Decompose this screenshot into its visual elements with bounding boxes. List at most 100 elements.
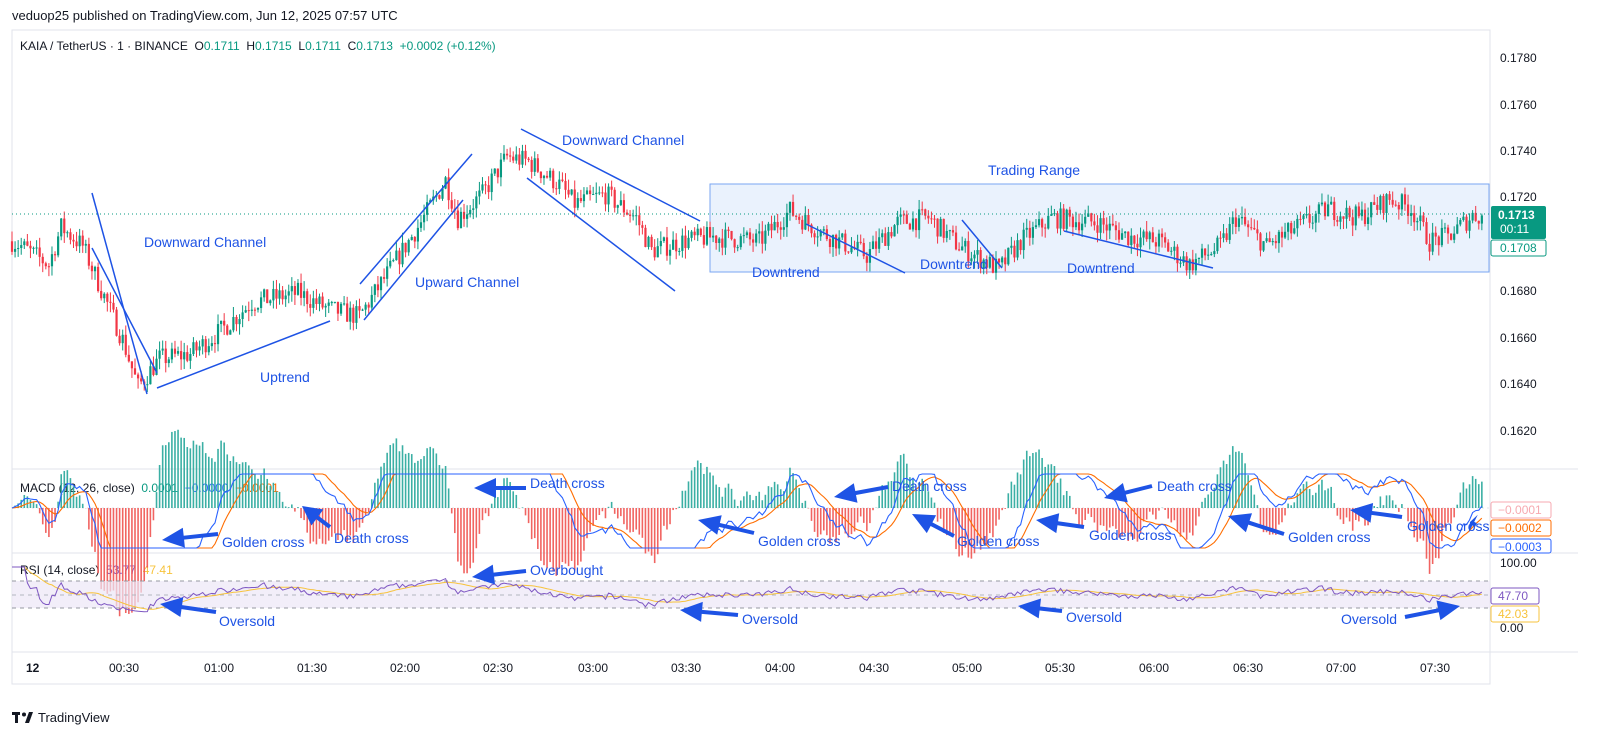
rsi-label[interactable]: RSI (14, close) bbox=[20, 563, 100, 577]
anno-macd-golden-6[interactable]: Golden cross bbox=[1407, 518, 1489, 534]
downtrend-line-3[interactable] bbox=[1063, 230, 1214, 269]
trendlines[interactable] bbox=[91, 128, 1214, 395]
anno-uptrend[interactable]: Uptrend bbox=[260, 369, 310, 385]
candle-body bbox=[358, 306, 361, 311]
annotation-arrows[interactable] bbox=[160, 478, 1478, 622]
anno-downtrend-1[interactable]: Downtrend bbox=[752, 264, 820, 280]
candle-body bbox=[1081, 223, 1084, 231]
anno-upward-channel[interactable]: Upward Channel bbox=[415, 274, 519, 290]
annotation-arrow-icon[interactable] bbox=[474, 478, 526, 498]
anno-macd-death-2[interactable]: Death cross bbox=[334, 530, 409, 546]
candle-body bbox=[1200, 248, 1204, 258]
time-axis[interactable]: 12 00:30 01:00 01:30 02:00 02:30 03:00 0… bbox=[26, 661, 1450, 675]
anno-macd-golden-5[interactable]: Golden cross bbox=[1288, 529, 1370, 545]
anno-downtrend-3[interactable]: Downtrend bbox=[1067, 260, 1135, 276]
anno-macd-death-3[interactable]: Death cross bbox=[892, 478, 967, 494]
anno-downward-channel-1[interactable]: Downward Channel bbox=[144, 234, 266, 250]
candle-body bbox=[253, 309, 257, 311]
anno-trading-range[interactable]: Trading Range bbox=[988, 162, 1080, 178]
anno-downward-channel-2[interactable]: Downward Channel bbox=[562, 132, 684, 148]
down-channel-2-lower[interactable] bbox=[526, 177, 676, 292]
candle-body bbox=[724, 229, 727, 248]
price-axis[interactable]: 0.1780 0.1760 0.1740 0.1720 0.1680 0.166… bbox=[1490, 51, 1547, 438]
up-channel-upper[interactable] bbox=[359, 153, 473, 285]
rsi-axis-ma: 42.03 bbox=[1498, 607, 1528, 621]
candle-body bbox=[521, 150, 524, 165]
candle-body bbox=[459, 211, 463, 229]
candle-body bbox=[902, 214, 905, 216]
symbol-label[interactable]: KAIA / TetherUS · 1 · BINANCE bbox=[20, 39, 188, 53]
anno-rsi-oversold-1[interactable]: Oversold bbox=[219, 613, 275, 629]
annotation-arrow-icon[interactable] bbox=[162, 527, 219, 548]
annotation-arrow-icon[interactable] bbox=[680, 601, 739, 622]
candle-body bbox=[967, 240, 970, 262]
candle-body bbox=[1065, 209, 1068, 229]
anno-macd-golden-4[interactable]: Golden cross bbox=[1089, 527, 1171, 543]
candle-body bbox=[1099, 218, 1102, 233]
annotation-arrow-icon[interactable] bbox=[1018, 598, 1063, 619]
up-channel-lower[interactable] bbox=[363, 199, 464, 321]
annotation-arrow-icon[interactable] bbox=[160, 597, 217, 617]
down-channel-2-upper[interactable] bbox=[520, 128, 701, 222]
anno-rsi-overbought[interactable]: Overbought bbox=[530, 562, 603, 578]
candle-body bbox=[1363, 209, 1367, 224]
macd-axis[interactable]: −0.0001 −0.0002 −0.0003 bbox=[1490, 501, 1552, 554]
candle-body bbox=[1443, 227, 1447, 229]
candle-body bbox=[1351, 217, 1354, 226]
candle-body bbox=[721, 238, 724, 248]
downtrend-line-2[interactable] bbox=[961, 219, 1003, 269]
footer-brand[interactable]: TradingView bbox=[38, 710, 110, 725]
candle-body bbox=[961, 246, 964, 251]
down-channel-1-lower[interactable] bbox=[91, 247, 158, 374]
annotation-arrow-icon[interactable] bbox=[1036, 513, 1085, 534]
annotation-arrow-icon[interactable] bbox=[472, 564, 527, 585]
annotation-arrow-icon[interactable] bbox=[1228, 513, 1285, 536]
annotation-arrow-icon[interactable] bbox=[1404, 600, 1460, 621]
annotation-arrow-icon[interactable] bbox=[912, 514, 955, 538]
annotation-arrow-icon[interactable] bbox=[1468, 514, 1478, 533]
downtrend-line-1[interactable] bbox=[805, 223, 906, 274]
anno-macd-death-1[interactable]: Death cross bbox=[530, 475, 605, 491]
anno-rsi-oversold-2[interactable]: Oversold bbox=[742, 611, 798, 627]
time-tick-3: 01:30 bbox=[297, 661, 327, 675]
candle-body bbox=[1253, 227, 1256, 230]
candle-body bbox=[17, 248, 20, 250]
annotation-arrow-icon[interactable] bbox=[1350, 503, 1403, 523]
candle-body bbox=[890, 232, 893, 237]
candle-body bbox=[539, 171, 542, 179]
anno-rsi-oversold-3[interactable]: Oversold bbox=[1066, 609, 1122, 625]
macd-axis-label-0: −0.0001 bbox=[1498, 503, 1542, 517]
candle-body bbox=[490, 173, 493, 193]
rsi-axis[interactable]: 100.00 47.70 42.03 0.00 bbox=[1490, 556, 1540, 635]
price-tick-6: 0.1660 bbox=[1500, 331, 1537, 345]
annotation-arrow-icon[interactable] bbox=[698, 515, 755, 535]
candle-body bbox=[828, 239, 832, 248]
uptrend-line[interactable] bbox=[156, 320, 331, 389]
candle-body bbox=[235, 317, 238, 325]
anno-downtrend-2[interactable]: Downtrend bbox=[920, 256, 988, 272]
candle-body bbox=[644, 227, 647, 247]
annotation-arrow-icon[interactable] bbox=[302, 506, 332, 529]
candle-body bbox=[1437, 236, 1440, 246]
candle-body bbox=[1480, 215, 1483, 224]
candle-body bbox=[93, 266, 97, 272]
annotation-arrow-icon[interactable] bbox=[834, 483, 889, 503]
candle-body bbox=[1108, 223, 1111, 231]
candle-body bbox=[1028, 227, 1031, 238]
anno-macd-golden-1[interactable]: Golden cross bbox=[222, 534, 304, 550]
anno-macd-golden-2[interactable]: Golden cross bbox=[758, 533, 840, 549]
anno-macd-death-4[interactable]: Death cross bbox=[1157, 478, 1232, 494]
anno-macd-golden-3[interactable]: Golden cross bbox=[957, 533, 1039, 549]
annotation-arrow-icon[interactable] bbox=[1104, 483, 1153, 503]
candle-body bbox=[801, 219, 804, 230]
candle-body bbox=[1403, 194, 1407, 205]
candle-body bbox=[63, 218, 66, 234]
candle-body bbox=[874, 241, 878, 249]
tradingview-logo-icon[interactable] bbox=[12, 711, 34, 724]
candle-body bbox=[382, 277, 386, 279]
candle-body bbox=[361, 309, 364, 311]
down-channel-1-upper[interactable] bbox=[91, 192, 148, 395]
candle-body bbox=[991, 256, 995, 273]
anno-rsi-oversold-4[interactable]: Oversold bbox=[1341, 611, 1397, 627]
